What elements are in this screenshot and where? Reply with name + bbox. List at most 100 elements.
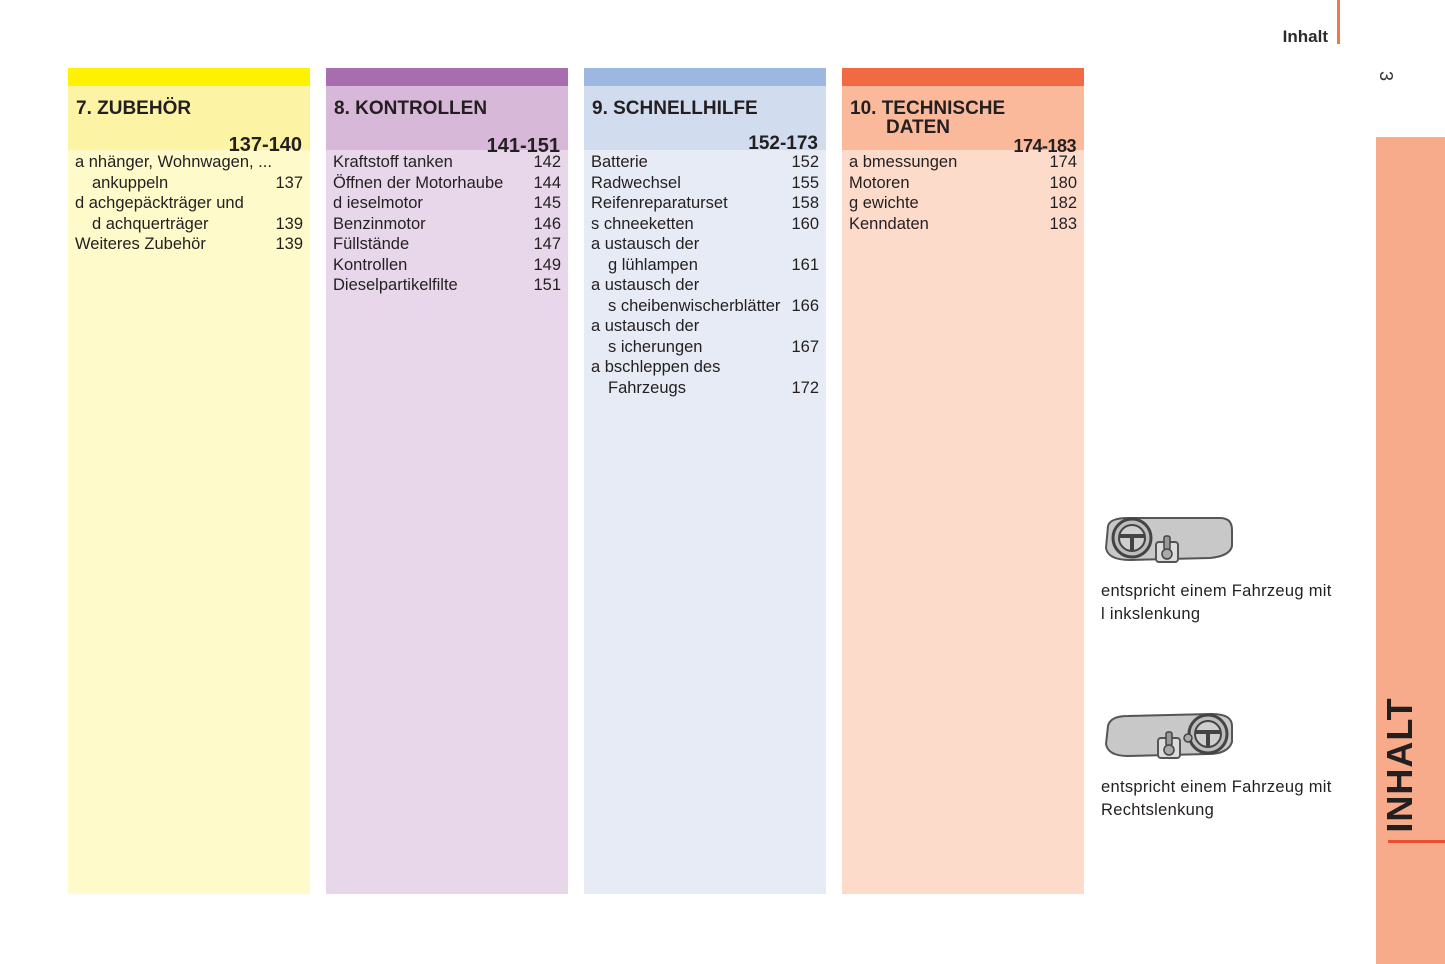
- chapter-entries: a bmessungen 174 Motoren 180 g ewichte 182 …: [842, 150, 1084, 894]
- legend-note-left-hand-drive: entspricht einem Fahrzeug mit l inkslenk…: [1101, 580, 1351, 626]
- entry-label: Batterie: [591, 153, 648, 171]
- entry-page: 146: [533, 214, 561, 233]
- entry-page: 158: [791, 194, 819, 212]
- entry-label-cont: s icherungen: [608, 337, 703, 356]
- entry-page: 139: [275, 235, 303, 253]
- entry-page: 161: [791, 255, 819, 274]
- chapter-page-range: 137-140: [228, 134, 302, 156]
- toc-entry[interactable]: Benzinmotor 146: [326, 214, 568, 235]
- chapter-page-range: 174-183: [1013, 136, 1076, 156]
- column-color-strip: [326, 68, 568, 86]
- entry-page: 174: [1049, 153, 1077, 171]
- toc-entry[interactable]: Motoren 180: [842, 173, 1084, 194]
- toc-entry[interactable]: Füllstände 147: [326, 234, 568, 255]
- right-hand-drive-dashboard-icon: [1100, 708, 1240, 768]
- toc-entry[interactable]: d achgepäckträger und d achquerträger 139: [68, 193, 310, 234]
- toc-entry[interactable]: Radwechsel 155: [584, 173, 826, 194]
- entry-label: Füllstände: [333, 235, 410, 253]
- column-color-strip: [68, 68, 310, 86]
- entry-page: 139: [275, 214, 303, 233]
- toc-column-technische-daten: 10. TECHNISCHE DATEN 174-183 a bmessungen…: [842, 68, 1084, 894]
- entry-page: 149: [533, 255, 561, 274]
- entry-page: 182: [1049, 194, 1077, 212]
- entry-label: Reifenreparaturset: [591, 194, 728, 212]
- toc-entry[interactable]: Reifenreparaturset 158: [584, 193, 826, 214]
- column-header[interactable]: 10. TECHNISCHE DATEN 174-183: [842, 86, 1084, 156]
- chapter-entries: Batterie 152 Radwechsel 155 Reifenreparatu…: [584, 150, 826, 894]
- chapter-entries: Kraftstoff tanken 142 Öffnen der Motorhau…: [326, 150, 568, 894]
- toc-column-kontrollen: 8. KONTROLLEN 141-151 Kraftstoff tanken 1…: [326, 68, 568, 894]
- toc-entry[interactable]: Batterie 152: [584, 152, 826, 173]
- column-header[interactable]: 8. KONTROLLEN 141-151: [326, 86, 568, 156]
- toc-entry[interactable]: Kontrollen 149: [326, 255, 568, 276]
- toc-column-zubehoer: 7. ZUBEHÖR 137-140 a nhänger, Wohnwagen,…: [68, 68, 310, 894]
- chapter-title: 10. TECHNISCHE DATEN: [850, 99, 1005, 137]
- entry-page: 137: [275, 173, 303, 192]
- entry-page: 167: [791, 337, 819, 356]
- toc-entry[interactable]: g ewichte 182: [842, 193, 1084, 214]
- entry-page: 172: [791, 378, 819, 397]
- section-side-tab[interactable]: [1376, 137, 1445, 964]
- toc-entry[interactable]: Weiteres Zubehör 139: [68, 234, 310, 255]
- entry-label-cont: Fahrzeugs: [608, 378, 686, 397]
- entry-page: 152: [791, 153, 819, 171]
- column-header[interactable]: 9. SCHNELLHILFE 152-173: [584, 86, 826, 154]
- header-divider: [1337, 0, 1340, 44]
- entry-label: d achgepäckträger und: [75, 194, 244, 212]
- entry-page: 145: [533, 194, 561, 212]
- entry-page: 147: [533, 235, 561, 253]
- side-tab-divider: [1388, 840, 1445, 843]
- toc-entry[interactable]: a ustausch der s icherungen 167: [584, 316, 826, 357]
- entry-label: a ustausch der: [591, 235, 700, 253]
- entry-label: Kenndaten: [849, 214, 929, 233]
- toc-entry[interactable]: Kraftstoff tanken 142: [326, 152, 568, 173]
- entry-label: Kontrollen: [333, 255, 408, 274]
- toc-entry[interactable]: a ustausch der g lühlampen 161: [584, 234, 826, 275]
- toc-entry[interactable]: a bschleppen des Fahrzeugs 172: [584, 357, 826, 398]
- entry-page: 155: [791, 173, 819, 192]
- entry-label: Radwechsel: [591, 173, 681, 192]
- entry-label: a ustausch der: [591, 317, 700, 335]
- entry-label: d ieselmotor: [333, 194, 423, 212]
- side-tab-label: INHALT: [1379, 697, 1420, 833]
- chapter-title: 7. ZUBEHÖR: [76, 98, 192, 119]
- entry-label: a bschleppen des: [591, 358, 721, 376]
- column-color-strip: [584, 68, 826, 86]
- entry-label: Dieselpartikelfilte: [333, 276, 458, 294]
- toc-entry[interactable]: d ieselmotor 145: [326, 193, 568, 214]
- legend-note-line1: entspricht einem Fahrzeug mit: [1101, 778, 1332, 796]
- entry-label: a nhänger, Wohnwagen, ...: [75, 153, 272, 171]
- entry-label: Benzinmotor: [333, 214, 426, 233]
- entry-page: 180: [1049, 173, 1077, 192]
- entry-label-cont: s cheibenwischerblätter: [608, 296, 781, 315]
- chapter-page-range: 152-173: [748, 133, 818, 154]
- legend-note-line1: entspricht einem Fahrzeug mit: [1101, 582, 1332, 600]
- legend-note-line2: Rechtslenkung: [1101, 801, 1215, 819]
- entry-label: Kraftstoff tanken: [333, 153, 453, 171]
- entry-page: 142: [533, 153, 561, 171]
- toc-entry[interactable]: a nhänger, Wohnwagen, ... ankuppeln 137: [68, 152, 310, 193]
- toc-column-schnellhilfe: 9. SCHNELLHILFE 152-173 Batterie 152 Radw…: [584, 68, 826, 894]
- entry-label-cont: d achquerträger: [92, 214, 209, 233]
- toc-entry[interactable]: s chneeketten 160: [584, 214, 826, 235]
- chapter-page-range: 141-151: [486, 135, 560, 157]
- toc-entry[interactable]: Dieselpartikelfilte 151: [326, 275, 568, 296]
- page-section-title: Inhalt: [1282, 27, 1328, 46]
- entry-page: 144: [533, 173, 561, 192]
- toc-entry[interactable]: Kenndaten 183: [842, 214, 1084, 235]
- entry-label: g ewichte: [849, 194, 919, 212]
- entry-page: 166: [791, 296, 819, 315]
- entry-label-cont: g lühlampen: [608, 255, 698, 274]
- legend-note-line2: l inkslenkung: [1101, 605, 1201, 623]
- column-header[interactable]: 7. ZUBEHÖR 137-140: [68, 86, 310, 155]
- toc-entry[interactable]: a bmessungen 174: [842, 152, 1084, 173]
- entry-label: a ustausch der: [591, 276, 700, 294]
- entry-label: a bmessungen: [849, 153, 958, 171]
- entry-label-cont: ankuppeln: [92, 173, 169, 192]
- entry-page: 183: [1049, 214, 1077, 233]
- legend-note-right-hand-drive: entspricht einem Fahrzeug mit Rechtslenk…: [1101, 776, 1351, 822]
- chapter-title: 9. SCHNELLHILFE: [592, 98, 758, 119]
- toc-entry[interactable]: a ustausch der s cheibenwischerblätter 16…: [584, 275, 826, 316]
- chapter-title-line2: DATEN: [886, 117, 951, 138]
- toc-entry[interactable]: Öffnen der Motorhaube 144: [326, 173, 568, 194]
